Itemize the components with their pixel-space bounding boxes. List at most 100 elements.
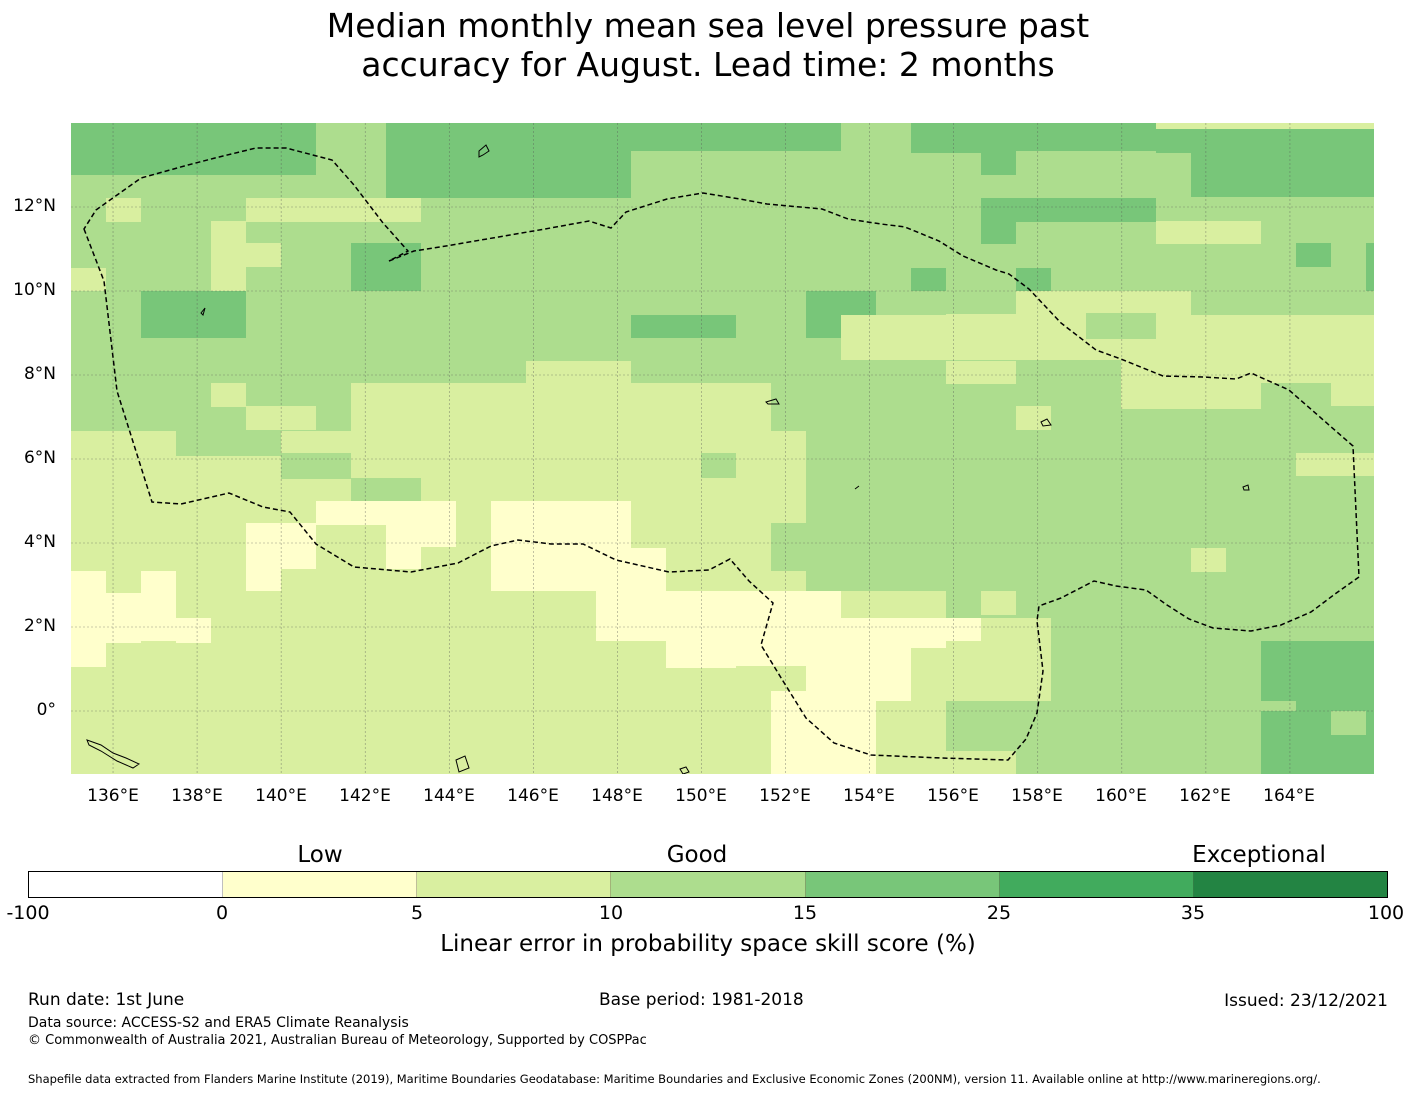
skill-grid-cell <box>1016 268 1051 292</box>
skill-grid-cell <box>946 641 1051 701</box>
lat-label: 8°N <box>23 364 56 384</box>
island-outline <box>86 739 141 769</box>
skill-grid-cell <box>1331 711 1366 735</box>
lon-label: 146°E <box>507 786 559 806</box>
skill-grid-cell <box>246 406 316 430</box>
colorbar-title: Linear error in probability space skill … <box>440 931 976 957</box>
skill-grid-cell <box>1296 243 1331 267</box>
skill-grid-cell <box>351 383 771 433</box>
island-outline <box>1242 484 1250 491</box>
skill-grid-cell <box>491 501 631 525</box>
skill-grid-cell <box>281 456 351 479</box>
skill-grid-cell <box>981 618 1051 641</box>
island-outline <box>1040 418 1052 427</box>
skill-grid-cell <box>806 691 876 774</box>
colorbar-tick: 0 <box>215 902 229 924</box>
skill-grid-cell <box>631 151 911 201</box>
colorbar-segment <box>29 872 224 897</box>
skill-grid-cell <box>1121 359 1374 409</box>
skill-grid-cell <box>1086 313 1156 339</box>
island-outline <box>478 144 490 158</box>
skill-grid-cell <box>981 591 1016 615</box>
skill-grid-cell <box>106 198 141 222</box>
skill-grid-cell <box>386 523 421 569</box>
skill-grid-cell <box>666 618 736 668</box>
map-title: Median monthly mean sea level pressure p… <box>0 6 1416 84</box>
skill-grid-cell <box>176 618 211 643</box>
colorbar-tick: 5 <box>410 902 424 924</box>
map-gridlines <box>71 123 1374 774</box>
skill-grid-cell <box>106 593 141 643</box>
data-source: Data source: ACCESS-S2 and ERA5 Climate … <box>28 1015 409 1031</box>
skill-grid-cell <box>71 268 106 292</box>
lon-label: 160°E <box>1095 786 1147 806</box>
island-outline <box>455 755 470 773</box>
colorbar-segment <box>999 872 1194 897</box>
island-outline <box>200 307 206 316</box>
skill-grid-cell <box>1261 383 1331 429</box>
skill-grid-cell <box>246 243 281 267</box>
skill-grid-cell <box>351 243 421 291</box>
skill-map <box>71 123 1374 774</box>
skill-grid-cell <box>1296 663 1374 713</box>
skill-grid-cell <box>1296 453 1374 476</box>
colorbar-segment <box>223 872 418 897</box>
skill-grid-cell <box>456 198 526 222</box>
skill-grid-cell <box>911 268 946 292</box>
colorbar-tick: 15 <box>792 902 818 924</box>
skill-grid-cell <box>1156 221 1261 244</box>
lat-label: 12°N <box>13 196 56 216</box>
skill-grid-cell <box>1191 548 1226 572</box>
skill-grid-cell <box>1366 243 1374 291</box>
island-outline <box>854 485 860 490</box>
skill-grid-cells <box>71 123 1374 774</box>
category-label-low: Low <box>297 842 343 868</box>
colorbar <box>28 871 1388 898</box>
skill-grid-cell <box>211 221 246 291</box>
lat-label: 4°N <box>23 532 56 552</box>
category-label-good: Good <box>666 842 728 868</box>
skill-grid-cell <box>1156 198 1191 222</box>
skill-grid-cell <box>1016 151 1156 173</box>
skill-grid-cell <box>141 571 176 641</box>
eez-boundary <box>83 147 1360 761</box>
run-date: Run date: 1st June <box>28 990 185 1010</box>
skill-grid-cell <box>841 618 946 648</box>
colorbar-segment <box>805 872 1000 897</box>
skill-grid-cell <box>71 123 316 175</box>
skill-grid-cell <box>1156 123 1374 129</box>
skill-grid-cell <box>946 618 981 642</box>
lon-label: 144°E <box>423 786 475 806</box>
lon-label: 152°E <box>759 786 811 806</box>
colorbar-tick: 35 <box>1180 902 1206 924</box>
lat-label: 0° <box>36 700 56 720</box>
island-outline <box>679 766 690 774</box>
map-title-line-1: Median monthly mean sea level pressure p… <box>326 6 1090 45</box>
lat-label: 2°N <box>23 616 56 636</box>
lon-label: 140°E <box>255 786 307 806</box>
lon-label: 138°E <box>171 786 223 806</box>
issued-date: Issued: 23/12/2021 <box>1224 991 1388 1011</box>
colorbar-tick: 10 <box>598 902 624 924</box>
lat-label: 10°N <box>13 280 56 300</box>
skill-grid-cell <box>596 361 631 384</box>
island-outlines <box>86 144 1250 774</box>
skill-grid-cell <box>71 571 106 667</box>
skill-grid-cell <box>1016 406 1051 430</box>
skill-grid-cell <box>176 431 281 456</box>
skill-grid-cell <box>281 523 316 569</box>
lat-label: 6°N <box>23 448 56 468</box>
skill-grid-cell <box>421 501 456 547</box>
skill-grid-cell <box>491 523 631 591</box>
lon-label: 154°E <box>843 786 895 806</box>
colorbar-segment <box>611 872 806 897</box>
skill-grid-cell <box>246 523 281 593</box>
skill-grid-cell <box>246 198 421 222</box>
shapefile-credit: Shapefile data extracted from Flanders M… <box>28 1072 1321 1086</box>
skill-grid-cell <box>946 291 1016 314</box>
skill-grid-cell <box>351 478 421 501</box>
lon-label: 162°E <box>1179 786 1231 806</box>
skill-grid-cell <box>946 361 1016 384</box>
skill-map-canvas <box>71 123 1374 774</box>
skill-grid-cell <box>771 691 806 774</box>
